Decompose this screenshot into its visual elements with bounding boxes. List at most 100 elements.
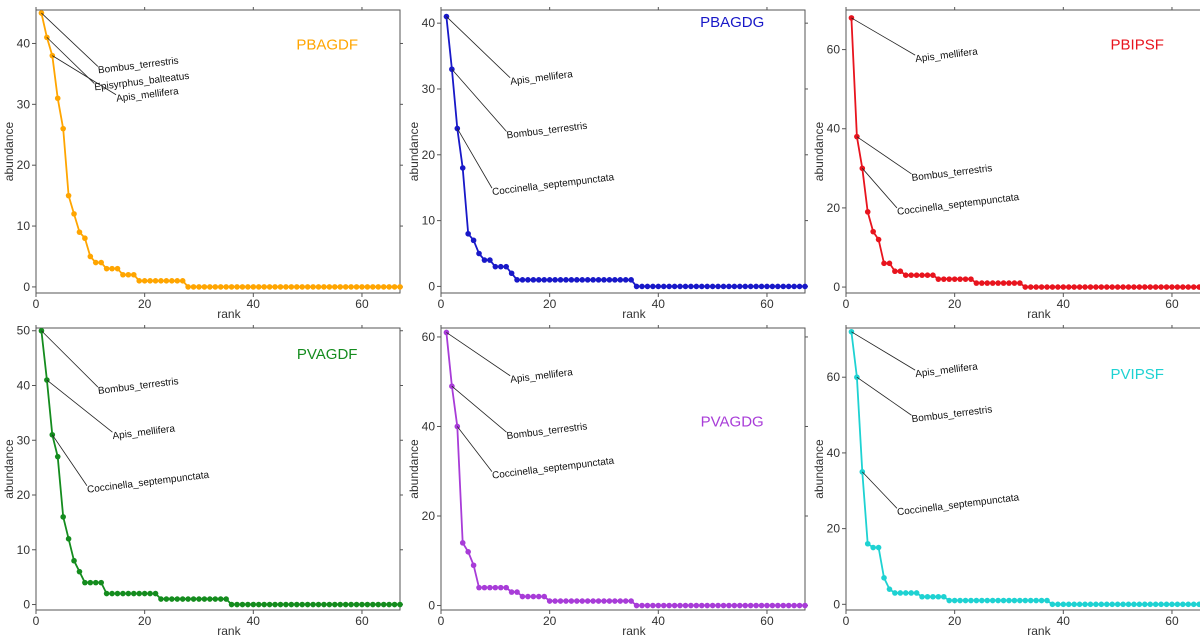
- data-point: [293, 601, 300, 608]
- data-point: [120, 271, 126, 278]
- data-point: [525, 593, 531, 600]
- annotation-leader: [856, 136, 912, 175]
- data-point: [1169, 601, 1175, 608]
- data-point: [617, 598, 624, 604]
- data-point: [666, 602, 672, 609]
- data-point: [557, 277, 564, 283]
- data-point: [633, 283, 640, 290]
- data-point: [315, 284, 322, 290]
- chart-panel-pbipsf: 0 20 40 60 0 20 40 60 rank abundance Apis_mellifer…: [812, 7, 1200, 321]
- data-point: [1185, 284, 1192, 290]
- data-point: [1027, 597, 1034, 604]
- data-point: [913, 590, 920, 596]
- annotation-leader: [41, 330, 99, 388]
- x-axis-label: rank: [622, 624, 646, 636]
- panel-title: PBAGDF: [296, 37, 358, 54]
- data-point: [886, 260, 893, 267]
- data-point: [54, 95, 61, 102]
- data-point: [103, 590, 110, 597]
- data-point: [65, 192, 72, 199]
- data-point: [1044, 284, 1050, 290]
- data-point: [892, 590, 898, 596]
- x-tick-label: 0: [843, 297, 850, 311]
- data-point: [535, 593, 542, 600]
- data-point: [785, 602, 792, 609]
- data-point: [731, 602, 738, 609]
- data-point: [584, 277, 591, 283]
- y-tick-label: 40: [827, 122, 841, 136]
- chart-panel-pvipsf: 0 20 40 60 0 20 40 60 rank abundance Apis_mellifer…: [812, 325, 1200, 636]
- y-axis-label: abundance: [2, 121, 16, 181]
- data-point: [769, 283, 776, 290]
- data-point: [747, 602, 754, 609]
- data-point: [272, 601, 278, 608]
- data-point: [1114, 284, 1121, 290]
- data-point: [304, 284, 311, 290]
- data-point: [326, 284, 333, 290]
- data-point: [147, 278, 153, 284]
- data-point: [1147, 601, 1154, 608]
- data-point: [353, 601, 360, 608]
- x-tick-label: 20: [543, 297, 557, 311]
- data-point: [742, 602, 749, 609]
- x-tick-label: 60: [760, 297, 774, 311]
- data-point: [65, 536, 72, 542]
- data-point: [1196, 601, 1200, 608]
- data-point: [76, 229, 83, 235]
- data-point: [715, 283, 721, 290]
- data-point: [228, 284, 235, 290]
- data-point: [359, 284, 365, 290]
- data-point: [1190, 284, 1197, 290]
- data-point: [207, 596, 213, 602]
- data-point: [1180, 601, 1186, 608]
- data-point: [595, 277, 602, 283]
- data-point: [989, 280, 996, 286]
- data-point: [574, 598, 580, 604]
- data-point: [98, 259, 104, 266]
- data-point: [342, 284, 349, 290]
- data-point: [1180, 284, 1186, 290]
- x-axis-label: rank: [1027, 307, 1051, 321]
- data-point: [1120, 601, 1126, 608]
- data-point: [802, 283, 808, 290]
- data-point: [563, 277, 569, 283]
- data-point: [141, 590, 148, 597]
- data-point: [919, 593, 925, 600]
- data-point: [693, 602, 700, 609]
- data-point: [579, 598, 586, 604]
- data-point: [957, 276, 963, 282]
- x-tick-label: 40: [1057, 297, 1071, 311]
- data-point: [190, 596, 197, 602]
- data-point: [726, 283, 732, 290]
- data-point: [87, 253, 94, 260]
- data-point: [503, 584, 509, 591]
- plot-frame: [845, 9, 1200, 294]
- data-point: [688, 602, 694, 609]
- y-tick-label: 0: [833, 280, 840, 294]
- data-point: [1185, 601, 1192, 608]
- data-point: [158, 278, 164, 284]
- data-point: [1055, 284, 1061, 290]
- data-point: [503, 263, 509, 270]
- data-point: [913, 272, 920, 278]
- annotation-leader: [451, 68, 507, 132]
- data-point: [87, 579, 94, 586]
- data-point: [875, 544, 882, 551]
- data-point: [924, 272, 931, 278]
- data-point: [152, 590, 159, 597]
- annotation-leader: [52, 55, 117, 96]
- data-point: [995, 280, 1001, 286]
- data-point: [628, 277, 634, 283]
- data-point: [476, 250, 482, 257]
- chart-panel-pvagdg: 0 20 40 60 0 20 40 60 rank abundance Apis_mellifer…: [407, 325, 808, 636]
- annotation-leader: [451, 385, 507, 433]
- y-tick-label: 0: [23, 598, 30, 612]
- annotation-label: Apis_mellifera: [510, 367, 574, 386]
- annotation-label: Apis_mellifera: [915, 46, 979, 65]
- x-tick-label: 60: [1165, 614, 1179, 628]
- data-point: [508, 270, 515, 277]
- x-tick-label: 40: [652, 297, 666, 311]
- data-point: [201, 596, 208, 602]
- data-point: [130, 271, 137, 278]
- data-point: [1033, 597, 1039, 604]
